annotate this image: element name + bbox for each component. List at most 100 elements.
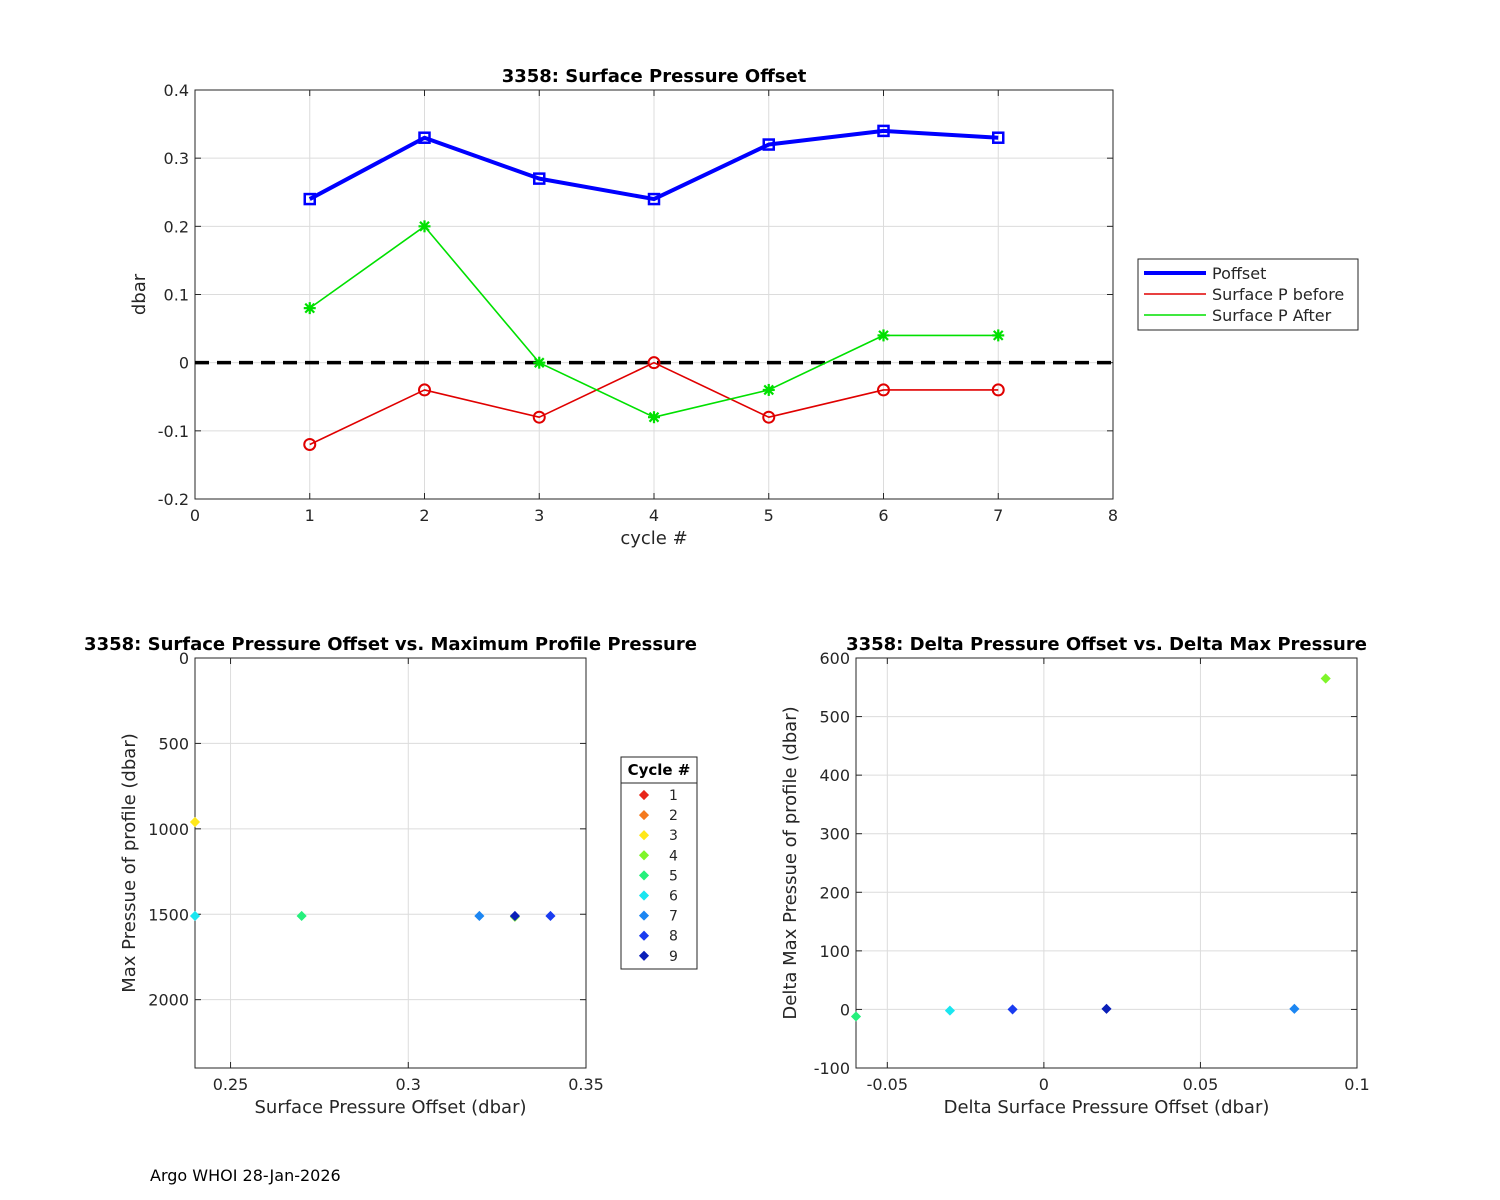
star-center [880,332,887,339]
plot-2: 0.25 0.3 0.35 0 500 1000 1500 2000 3358: Surface… [84,634,698,1118]
x-tick-label: 6 [878,506,888,525]
y-axis-label: Max Pressue of profile (dbar) [119,733,140,993]
data-point [533,356,546,369]
chart-title: 3358: Delta Pressure Offset vs. Delta Ma… [846,634,1367,655]
scatter-point [638,850,650,861]
axes-frame [194,657,587,1069]
plot-3: -0.05 0 0.05 0.1 -100 0 100 200 300 400 500 6003358… [780,634,1370,1118]
star-center [995,332,1002,339]
x-tick-label: 0 [190,506,200,525]
data-point [303,437,317,451]
legend: Poffset Surface P before Surface P After [1137,258,1359,331]
x-tick-label: 1 [305,506,315,525]
legend-label: 4 [669,848,678,864]
data-point [762,410,776,424]
series-surface-p-before [303,356,1005,451]
y-tick-label: 500 [158,734,189,753]
axes-frame [855,657,1358,1069]
scatter-point [474,910,485,922]
y-tick-label: -0.2 [158,490,189,509]
scatter-point [189,816,201,828]
scatter-point [638,810,650,821]
x-tick-label: 0.05 [1183,1075,1219,1094]
scatter-point [638,890,650,901]
data-point [877,329,890,342]
y-tick-label: 0.1 [164,286,189,305]
data-point [418,131,431,144]
star-center [421,223,428,230]
series-poffset [303,124,1005,206]
y-tick-label: -100 [814,1059,850,1078]
y-tick-label: 0 [179,354,189,373]
data-point [648,411,660,424]
series-surface-p-after [303,220,1005,424]
scatter-point [638,930,650,941]
data-point [303,192,316,206]
legend-label: 3 [669,828,678,844]
x-tick-label: 0.3 [396,1075,421,1094]
legend-label: 1 [669,788,678,804]
x-tick-label: 0.25 [213,1075,249,1094]
legend-label: 2 [669,808,678,824]
star-center [651,414,657,421]
data-point [762,383,775,396]
star-center [306,305,313,312]
legend-label: 8 [669,929,678,945]
y-tick-label: 0.3 [164,149,189,168]
chart-title: 3358: Surface Pressure Offset [502,66,807,87]
y-tick-label: 0 [840,1000,850,1019]
legend-label: 6 [669,889,678,905]
star-center [765,386,772,393]
y-tick-label: 1500 [148,905,189,924]
x-tick-label: 2 [419,506,429,525]
y-tick-label: -0.1 [158,422,189,441]
scatter-point [545,910,556,922]
x-tick-label: 0 [1039,1075,1049,1094]
x-axis-label: Delta Surface Pressure Offset (dbar) [944,1097,1270,1118]
legend-label: 9 [669,949,678,965]
plot-1: 0 1 2 3 4 5 6 7 8 -0.2 -0.1 0 0.1 0.2 0.3 0.4 3358: Surf… [129,66,1359,549]
series-line [309,361,999,446]
scatter-point [638,830,650,841]
data-point [647,192,661,206]
legend-label: Surface P After [1212,306,1332,325]
y-tick-label: 400 [819,766,850,785]
data-point [991,383,1005,397]
data-point [992,329,1005,342]
legend-label: 7 [669,909,678,925]
scatter-point [638,950,650,961]
y-tick-label: 600 [819,649,850,668]
scatter-point [638,789,650,801]
x-tick-label: -0.05 [867,1075,908,1094]
scatter-point [296,910,307,922]
data-point [418,383,431,397]
y-axis-label: Delta Max Pressue of profile (dbar) [780,706,801,1019]
x-tick-label: 5 [764,506,774,525]
data-point [303,302,316,315]
y-tick-label: 0.2 [164,217,189,236]
data-point [418,220,431,233]
series-line [308,128,999,202]
scatter-point [638,870,650,881]
x-tick-label: 4 [649,506,659,525]
y-axis-label: dbar [129,273,150,315]
data-point [533,172,546,185]
scatter-point [509,910,520,922]
x-tick-label: 0.1 [1344,1075,1369,1094]
x-tick-label: 7 [993,506,1003,525]
x-axis-label: Surface Pressure Offset (dbar) [254,1097,526,1118]
y-tick-label: 2000 [148,991,189,1010]
y-tick-label: 300 [819,825,850,844]
scatter-point [189,910,201,922]
y-tick-label: 0 [179,649,189,668]
y-tick-label: 100 [819,942,850,961]
data-point [532,410,546,424]
x-tick-label: 0.35 [568,1075,604,1094]
cycle-legend: Cycle # 1 2 3 4 5 6 7 8 9 [620,756,698,970]
data-point [992,131,1005,144]
legend-title: Cycle # [628,761,691,779]
scatter-points [189,816,556,922]
data-point [877,124,890,138]
scatter-points [850,673,1331,1022]
